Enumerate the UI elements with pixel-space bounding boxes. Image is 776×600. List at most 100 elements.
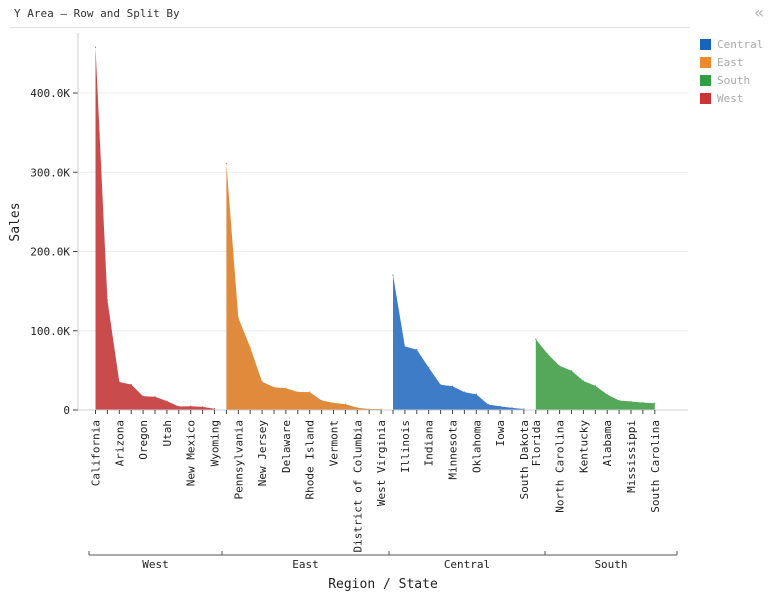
data-point [535, 338, 537, 340]
x-tick-label: South Carolina [649, 420, 662, 513]
x-tick-label: Vermont [328, 420, 341, 466]
data-point [654, 402, 656, 404]
x-tick-label: Minnesota [447, 420, 460, 480]
data-point [142, 395, 144, 397]
data-point [463, 391, 465, 393]
area-series-east [226, 163, 382, 410]
legend-swatch [700, 74, 711, 86]
data-point [190, 405, 192, 407]
data-point [404, 345, 406, 348]
data-point [332, 402, 335, 404]
data-point [630, 400, 632, 403]
data-point [642, 402, 644, 404]
data-point [178, 405, 180, 408]
chart-title: Y Area – Row and Split By [14, 7, 180, 20]
data-point [225, 163, 227, 165]
x-tick-label: District of Columbia [351, 420, 364, 552]
legend-item-south[interactable]: South [700, 71, 763, 89]
region-label: Central [444, 558, 490, 571]
area-series-south [535, 339, 655, 410]
collapse-icon[interactable]: « [754, 3, 764, 22]
x-tick-label: Rhode Island [304, 420, 317, 499]
x-tick-label: Delaware [280, 420, 293, 473]
data-point [273, 386, 275, 388]
data-point [416, 348, 418, 351]
y-tick-label: 0 [63, 404, 70, 417]
x-tick-label: Arizona [113, 420, 126, 466]
area-series-central [393, 275, 524, 410]
data-point [202, 406, 204, 408]
x-tick-label: North Carolina [554, 420, 567, 513]
data-point [106, 299, 108, 301]
data-point [618, 399, 620, 402]
data-point [582, 380, 585, 382]
data-point [559, 365, 561, 367]
data-point [285, 387, 287, 389]
data-point [356, 407, 358, 409]
y-tick-label: 400.0K [30, 87, 70, 100]
legend-label: East [717, 55, 744, 69]
x-tick-label: Indiana [423, 420, 436, 466]
data-point [297, 391, 299, 393]
region-label: South [594, 558, 627, 571]
data-point [261, 381, 263, 383]
region-label: West [142, 558, 169, 571]
data-point [309, 391, 311, 393]
data-point [321, 399, 323, 402]
x-tick-label: Pennsylvania [232, 420, 245, 499]
legend: Central East South West [700, 35, 763, 107]
data-point [499, 405, 501, 407]
data-point [594, 385, 596, 387]
x-tick-label: California [90, 420, 103, 486]
x-tick-label: Kentucky [577, 420, 590, 473]
data-point [166, 400, 168, 402]
x-tick-label: Mississippi [625, 420, 638, 493]
x-tick-label: New Jersey [256, 420, 269, 487]
data-point [606, 393, 608, 396]
data-point [368, 408, 370, 410]
data-point [94, 46, 97, 48]
x-tick-label: Wyoming [209, 420, 222, 466]
x-tick-label: West Virginia [375, 420, 388, 506]
data-point [118, 381, 120, 383]
y-tick-label: 300.0K [30, 166, 70, 179]
legend-swatch [700, 92, 711, 104]
legend-label: West [717, 91, 744, 105]
y-axis-label: Sales [8, 202, 23, 241]
x-tick-label: South Dakota [518, 420, 531, 499]
data-point [440, 384, 442, 386]
data-point [392, 274, 394, 276]
data-point [428, 366, 430, 369]
data-point [154, 396, 156, 398]
data-point [130, 383, 132, 386]
legend-item-central[interactable]: Central [700, 35, 763, 53]
data-point [523, 408, 525, 410]
x-tick-label: New Mexico [185, 420, 198, 486]
x-tick-label: Oregon [137, 420, 150, 460]
x-tick-label: Alabama [601, 420, 614, 466]
x-tick-label: Oklahoma [470, 420, 483, 473]
legend-swatch [700, 38, 711, 50]
data-point [344, 403, 346, 405]
y-tick-label: 100.0K [30, 325, 70, 338]
y-tick-label: 200.0K [30, 246, 70, 259]
data-point [237, 317, 239, 319]
x-axis-label: Region / State [328, 577, 438, 592]
data-point [487, 403, 489, 406]
x-tick-label: Utah [161, 420, 174, 447]
header-divider [10, 27, 690, 28]
data-point [511, 407, 513, 409]
data-point [380, 408, 382, 410]
data-point [249, 346, 251, 348]
legend-swatch [700, 56, 711, 68]
x-tick-label: Illinois [399, 420, 412, 473]
data-point [451, 385, 454, 387]
data-point [570, 370, 573, 372]
legend-item-west[interactable]: West [700, 89, 763, 107]
legend-item-east[interactable]: East [700, 53, 763, 71]
legend-label: Central [717, 37, 764, 51]
data-point [475, 393, 477, 396]
data-point [213, 408, 216, 410]
chart-header: Y Area – Row and Split By « [0, 0, 776, 28]
